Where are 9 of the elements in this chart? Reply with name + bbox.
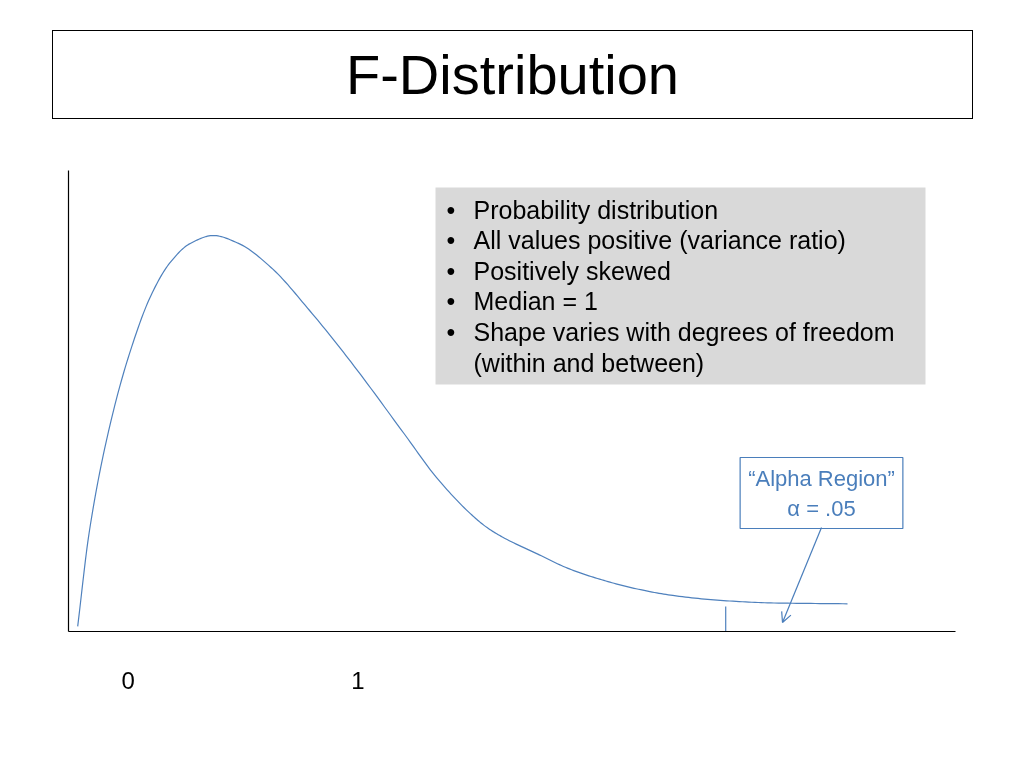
annotation: • Median = 1: [446, 287, 598, 316]
annotation: • Positively skewed: [446, 256, 671, 285]
annotation: • Shape varies with degrees of freedom (within and between): [446, 317, 895, 377]
text: • Probability distribution: [446, 195, 719, 224]
chart-title: F-Distribution: [346, 42, 679, 108]
x-tick-label: 0: [121, 666, 135, 694]
annotation: “Alpha Region” α = .05: [748, 465, 895, 521]
annotation: • All values positive (variance ratio): [446, 226, 846, 255]
x-tick-label: 1: [351, 666, 365, 694]
